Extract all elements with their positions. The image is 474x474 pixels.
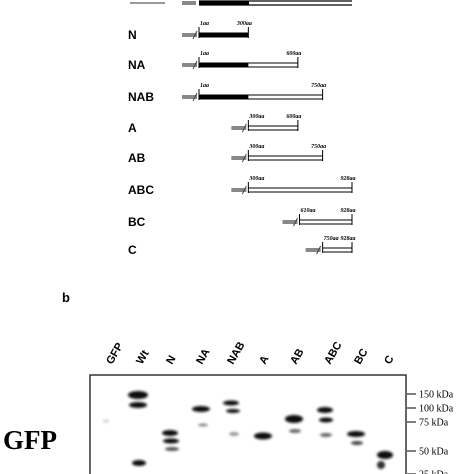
marker-label: 75 kDa (419, 418, 449, 429)
n-domain (199, 63, 249, 67)
end-label: 928aa (341, 208, 356, 214)
construct-label: N (128, 28, 137, 42)
bands (103, 391, 393, 469)
start-label: 300aa (248, 114, 264, 120)
construct-label: C (128, 243, 137, 257)
lane-label: NA (194, 347, 212, 367)
start-label: 1aa (200, 21, 209, 27)
end-label: 928aa (341, 176, 356, 182)
top-construct (130, 0, 352, 6)
start-label: 300aa (248, 176, 264, 182)
lane-label: Wt (134, 348, 152, 366)
construct-label: A (128, 121, 137, 135)
marker-label: 25 kDa (419, 470, 449, 474)
promoter-slash (241, 185, 247, 195)
end-label: 600aa (286, 51, 301, 57)
lane-labels: GFP Wt N NA NAB A AB ABC BC C (104, 340, 396, 367)
end-label: 600aa (286, 114, 301, 120)
promoter-slash (293, 217, 298, 227)
marker-label: 100 kDa (419, 404, 454, 415)
lane-label: NAB (225, 340, 247, 367)
start-label: 750aa (324, 236, 339, 242)
size-markers: 150 kDa 100 kDa 75 kDa 50 kDa 25 kDa (407, 390, 454, 474)
promoter-slash (316, 245, 322, 255)
n-domain (199, 95, 249, 99)
lane-label: A (257, 354, 271, 367)
start-label: 610aa (301, 208, 316, 214)
lane-label: GFP (104, 341, 126, 367)
promoter-slash (241, 123, 247, 133)
start-label: 300aa (248, 144, 264, 150)
lane-label: N (164, 354, 178, 367)
construct-label: NAB (128, 90, 154, 104)
start-label: 1aa (200, 83, 209, 89)
lane-label: C (382, 354, 396, 367)
construct-label: AB (128, 151, 146, 165)
promoter-slash (192, 30, 198, 40)
marker-label: 50 kDa (419, 447, 449, 458)
lane-label: AB (288, 347, 306, 367)
start-label: 1aa (200, 51, 209, 57)
promoter-slash (192, 60, 198, 70)
blot-label: GFP (3, 425, 57, 455)
promoter-slash (192, 92, 198, 102)
n-domain (199, 33, 249, 37)
marker-label: 150 kDa (419, 390, 454, 401)
construct-label: BC (128, 215, 146, 229)
end-label: 928aa (341, 236, 356, 242)
end-label: 750aa (311, 83, 326, 89)
construct-label: NA (128, 58, 146, 72)
lane-label: ABC (322, 340, 344, 367)
blot (89, 374, 407, 474)
lane-label: BC (352, 347, 370, 367)
panel-label: b (62, 290, 70, 305)
promoter-slash (241, 153, 247, 163)
end-label: 750aa (311, 144, 326, 150)
construct-label: ABC (128, 183, 154, 197)
constructs: N 1aa 300aa NA 1aa 600aa NAB 1aa 750aa A 300aa 600a… (128, 21, 356, 257)
end-label: 300aa (236, 21, 252, 27)
